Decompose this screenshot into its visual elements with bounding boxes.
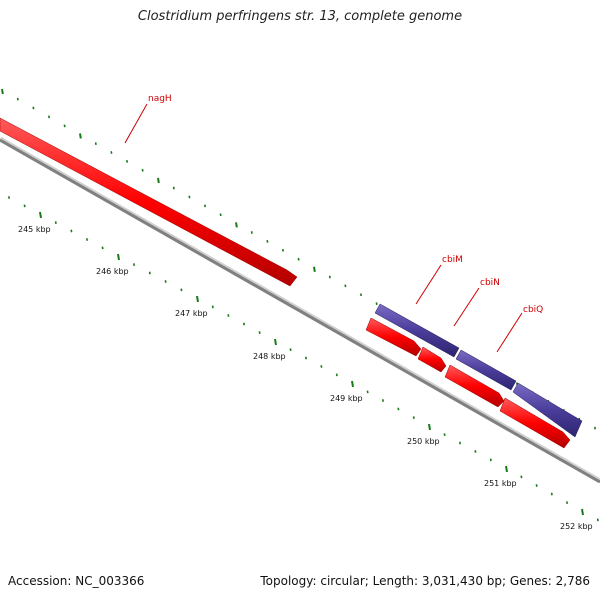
major-tick [157, 177, 160, 184]
scale-label: 247 kbp [175, 309, 208, 318]
scale-label: 245 kbp [18, 225, 51, 234]
scale-label: 250 kbp [407, 437, 440, 446]
gene-label-nagH: nagH [124, 94, 172, 144]
gene-label-cbiN: cbiN [453, 278, 500, 327]
scale-label: 249 kbp [330, 394, 363, 403]
scale-label: 248 kbp [253, 352, 286, 361]
svg-text:nagH: nagH [148, 94, 172, 104]
gene-cbiM-cds[interactable] [374, 303, 460, 358]
scale-major-tick [274, 338, 277, 346]
gene-cbiM[interactable] [365, 317, 422, 357]
scale-major-tick [351, 380, 354, 388]
svg-text:cbiN: cbiN [480, 278, 500, 288]
major-tick [1, 88, 4, 95]
outer-tick-ring [1, 88, 597, 430]
scale-label: 251 kbp [484, 479, 517, 488]
accession-label: Accession: NC_003366 [8, 574, 145, 588]
gene-nagH[interactable] [0, 117, 298, 287]
gene-label-cbiM: cbiM [415, 255, 463, 305]
scale-label: 252 kbp [560, 522, 593, 531]
gene-cbiO[interactable] [499, 397, 571, 449]
svg-text:cbiM: cbiM [442, 255, 463, 265]
major-tick [313, 266, 316, 273]
gene-label-cbiQ: cbiQ [496, 305, 543, 353]
gene-cbiQ-cds[interactable] [512, 382, 583, 438]
scale-major-tick [505, 465, 508, 473]
major-tick [235, 222, 238, 228]
gene-cbiN-cds[interactable] [455, 349, 517, 391]
genome-summary: Topology: circular; Length: 3,031,430 bp… [260, 574, 590, 588]
scale-major-tick [117, 253, 120, 261]
scale-major-tick [196, 295, 199, 303]
svg-text:cbiQ: cbiQ [523, 305, 543, 315]
scale-major-tick [581, 508, 584, 516]
scale-major-tick [39, 211, 42, 219]
scale-major-tick [428, 423, 431, 431]
scale-label: 246 kbp [96, 267, 129, 276]
genome-backbone [0, 136, 600, 484]
major-tick [79, 133, 82, 139]
map-title: Clostridium perfringens str. 13, complet… [137, 9, 463, 24]
scale-tick-ring: 245 kbp 246 kbp 247 kbp 248 kbp 249 kbp 250 k… [8, 196, 599, 531]
gene-cbiQ[interactable] [444, 364, 505, 408]
gene-cbiN[interactable] [417, 346, 447, 373]
